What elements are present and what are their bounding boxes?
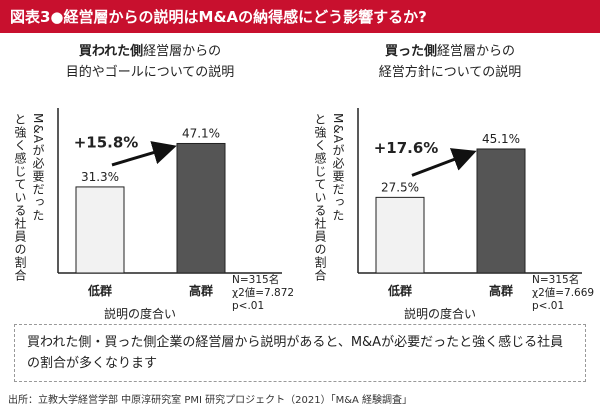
chart-left-bar <box>75 186 125 274</box>
chart-right-category-label: 低群 <box>387 283 412 298</box>
chart-left-xlabel: 説明の度合い <box>104 306 176 321</box>
chart-panel-left: 買われた側経営層からの 目的やゴールについての説明 M&Aが必要だった と強く感じてい… <box>0 33 300 323</box>
chart-right-title-line2: 経営方針についての説明 <box>379 64 522 80</box>
chart-left-category-label: 低群 <box>87 283 112 298</box>
chart-right-title-bold: 買った側 <box>385 43 437 59</box>
chart-left-stat-line: p<.01 <box>232 300 264 312</box>
chart-right-value-label: 27.5% <box>381 180 419 194</box>
figure-title: 図表3●経営層からの説明はM&Aの納得感にどう影響するか? <box>10 8 427 26</box>
chart-right-bar <box>476 148 526 274</box>
figure-title-bar: 図表3●経営層からの説明はM&Aの納得感にどう影響するか? <box>0 0 600 33</box>
chart-left-category-label: 高群 <box>189 283 213 298</box>
chart-right-stat-line: p<.01 <box>532 300 564 312</box>
chart-left-stat-line: χ2値=7.872 <box>232 286 294 299</box>
chart-left-value-label: 31.3% <box>81 170 119 184</box>
chart-right-stat-line: χ2値=7.669 <box>532 286 594 299</box>
chart-right-ylabel-column: と強く感じている社員の割合 <box>313 113 327 282</box>
chart-left-value-label: 47.1% <box>182 126 220 140</box>
chart-left-title-rest: 経営層からの <box>143 44 221 59</box>
chart-right-difference-label: +17.6% <box>374 139 439 157</box>
chart-left-difference-label: +15.8% <box>74 133 139 151</box>
chart-right-svg: 買った側経営層からの経営方針についての説明M&Aが必要だったと強く感じている社員… <box>313 43 594 321</box>
chart-right-category-label: 高群 <box>489 283 513 298</box>
chart-right-title-line1: 買った側経営層からの <box>385 43 515 59</box>
chart-right-bar <box>375 196 425 274</box>
chart-right-difference-plus: + <box>374 139 387 157</box>
source-note: 出所：立教大学経営学部 中原淳研究室 PMI 研究プロジェクト（2021）「M&… <box>8 391 592 406</box>
chart-left-bar <box>176 142 226 274</box>
chart-left-ylabel-column: と強く感じている社員の割合 <box>13 113 27 282</box>
summary-text: 買われた側・買った側企業の経営層から説明があると、M&Aが必要だったと強く感じる… <box>27 335 564 371</box>
chart-right-difference-value: 17.6% <box>386 139 438 157</box>
chart-left-title-line1: 買われた側経営層からの <box>79 43 221 59</box>
chart-left-ylabel-column: M&Aが必要だった <box>31 113 45 222</box>
chart-left-difference-value: 15.8% <box>86 133 138 151</box>
chart-left-increase-arrow <box>111 141 177 167</box>
chart-left-svg: 買われた側経営層からの目的やゴールについての説明M&Aが必要だったと強く感じてい… <box>13 43 294 321</box>
chart-left-difference-plus: + <box>74 133 87 151</box>
chart-panel-right: 買った側経営層からの 経営方針についての説明 M&Aが必要だった と強く感じている社員… <box>300 33 600 323</box>
chart-left-stat-line: N=315名 <box>232 273 279 286</box>
chart-left-title-line2: 目的やゴールについての説明 <box>66 64 235 80</box>
chart-right-value-label: 45.1% <box>482 132 520 146</box>
chart-right-title-rest: 経営層からの <box>437 44 515 59</box>
chart-left-title-bold: 買われた側 <box>79 43 143 59</box>
chart-right-increase-arrow <box>411 148 477 177</box>
source-text: 出所：立教大学経営学部 中原淳研究室 PMI 研究プロジェクト（2021）「M&… <box>8 395 413 406</box>
chart-right-ylabel-column: M&Aが必要だった <box>331 113 345 222</box>
summary-box: 買われた側・買った側企業の経営層から説明があると、M&Aが必要だったと強く感じる… <box>14 324 586 382</box>
chart-right-xlabel: 説明の度合い <box>404 306 476 321</box>
chart-right-stat-line: N=315名 <box>532 273 579 286</box>
